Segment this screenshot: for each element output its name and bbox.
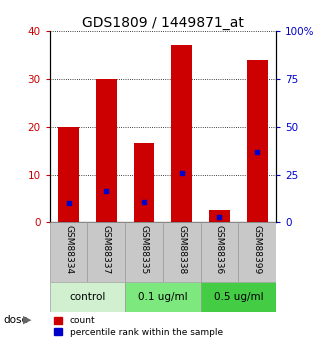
Text: GSM88399: GSM88399 (253, 225, 262, 275)
Bar (209, 210, 230, 223)
Bar (96, 79, 117, 223)
Bar (163, 223, 201, 282)
Text: GSM88338: GSM88338 (177, 225, 186, 275)
Title: GDS1809 / 1449871_at: GDS1809 / 1449871_at (82, 16, 244, 30)
Legend: count, percentile rank within the sample: count, percentile rank within the sample (54, 316, 223, 337)
Bar (134, 144, 154, 223)
Bar (125, 223, 163, 282)
Text: GSM88337: GSM88337 (102, 225, 111, 275)
Text: control: control (69, 292, 106, 302)
Bar (201, 223, 238, 282)
Bar (125, 282, 201, 312)
Text: dose: dose (3, 315, 28, 325)
Bar (171, 46, 192, 223)
Bar (238, 223, 276, 282)
Text: 0.5 ug/ml: 0.5 ug/ml (213, 292, 263, 302)
Bar (58, 127, 79, 223)
Text: 0.1 ug/ml: 0.1 ug/ml (138, 292, 188, 302)
Bar (50, 282, 125, 312)
Bar (50, 223, 87, 282)
Text: GSM88334: GSM88334 (64, 225, 73, 275)
Text: GSM88336: GSM88336 (215, 225, 224, 275)
Bar (201, 282, 276, 312)
Text: ▶: ▶ (23, 315, 31, 325)
Text: GSM88335: GSM88335 (140, 225, 149, 275)
Bar (87, 223, 125, 282)
Bar (247, 60, 268, 223)
